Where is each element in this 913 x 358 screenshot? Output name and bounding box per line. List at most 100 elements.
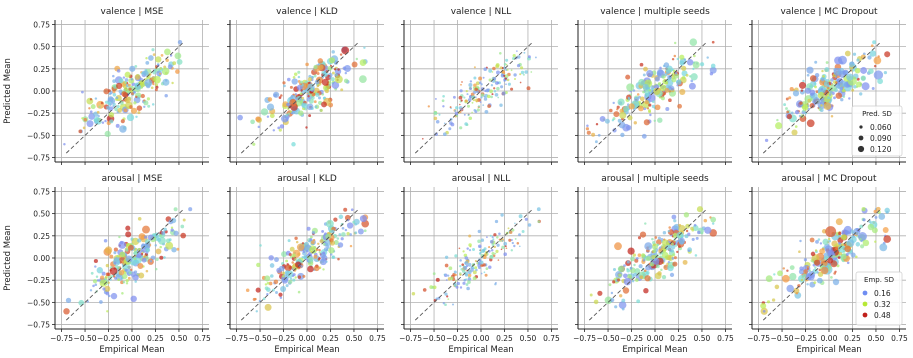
data-point	[782, 274, 790, 283]
data-point	[806, 119, 815, 128]
data-point	[78, 299, 85, 306]
data-point	[475, 81, 480, 86]
data-point	[451, 303, 455, 306]
data-point	[493, 87, 496, 90]
data-point	[501, 239, 504, 242]
data-point	[801, 104, 809, 111]
data-point	[832, 278, 840, 286]
data-point	[125, 255, 133, 263]
data-point	[786, 113, 793, 120]
data-point	[671, 257, 675, 260]
data-point	[513, 77, 517, 81]
data-point	[343, 78, 349, 84]
data-point	[679, 88, 686, 95]
data-point	[294, 257, 297, 261]
data-point	[839, 80, 847, 88]
data-point	[454, 254, 458, 258]
x-tick-label: 0.00	[473, 334, 490, 343]
data-point	[496, 86, 500, 91]
data-point	[319, 108, 323, 112]
data-point	[63, 308, 70, 315]
data-point	[687, 249, 690, 252]
data-point	[517, 55, 521, 59]
data-point	[513, 73, 517, 77]
y-axis-label: Predicted Mean	[3, 58, 13, 124]
data-point	[835, 92, 843, 99]
panel-title: arousal | NLL	[452, 174, 510, 184]
data-point	[109, 91, 113, 95]
data-point	[462, 250, 465, 253]
data-point	[149, 259, 153, 263]
x-tick-label: −0.50	[249, 334, 272, 343]
data-point	[452, 95, 456, 99]
data-point	[504, 74, 509, 79]
data-point	[477, 239, 481, 244]
data-point	[138, 272, 145, 279]
data-point	[799, 266, 804, 271]
data-point	[660, 237, 664, 241]
data-point	[499, 240, 501, 243]
data-point	[697, 230, 701, 235]
data-point	[681, 76, 686, 80]
data-point	[285, 114, 288, 117]
data-point	[594, 140, 598, 144]
data-point	[501, 91, 506, 96]
data-point	[338, 233, 342, 236]
data-point	[639, 62, 644, 67]
data-point	[678, 239, 685, 245]
data-point	[462, 281, 466, 285]
data-point	[819, 242, 823, 245]
data-point	[494, 219, 499, 224]
data-point	[618, 121, 626, 129]
data-point	[633, 121, 637, 125]
data-point	[124, 248, 129, 252]
data-point	[472, 248, 475, 251]
data-point	[473, 109, 477, 112]
data-point	[175, 69, 180, 74]
data-point	[427, 105, 430, 108]
data-point	[861, 82, 870, 91]
data-point	[466, 286, 470, 291]
data-point	[678, 245, 681, 248]
data-point	[681, 65, 687, 71]
data-point	[660, 252, 664, 255]
data-point	[493, 245, 496, 249]
data-point	[294, 236, 298, 241]
data-point	[289, 85, 293, 89]
y-axis-label: Predicted Mean	[3, 225, 13, 291]
size-legend-box	[851, 105, 903, 157]
data-point	[291, 78, 298, 85]
data-point	[473, 90, 477, 94]
data-point	[648, 89, 652, 92]
data-point	[690, 73, 698, 81]
data-point	[467, 262, 472, 267]
data-point	[333, 217, 338, 222]
data-point	[288, 253, 292, 257]
data-point	[491, 236, 494, 239]
data-point	[498, 232, 501, 235]
data-point	[434, 97, 437, 100]
data-point	[124, 96, 132, 104]
data-point	[668, 98, 672, 103]
data-point	[105, 272, 110, 277]
data-point	[790, 111, 794, 115]
data-point	[490, 95, 493, 99]
panel-r0-c2: valence | NLL	[401, 7, 558, 165]
data-point	[799, 101, 803, 105]
data-point	[653, 119, 657, 123]
data-point	[814, 85, 817, 89]
data-point	[785, 107, 788, 110]
data-point	[618, 301, 627, 309]
data-point	[488, 265, 492, 269]
data-point	[480, 93, 485, 97]
data-point	[279, 124, 285, 129]
identity-line	[762, 41, 881, 154]
data-point	[104, 246, 113, 254]
data-point	[466, 247, 469, 250]
data-point	[104, 119, 107, 123]
data-point	[119, 125, 127, 133]
data-point	[97, 114, 100, 118]
data-point	[604, 118, 610, 124]
data-point	[520, 70, 525, 75]
data-point	[330, 253, 333, 256]
